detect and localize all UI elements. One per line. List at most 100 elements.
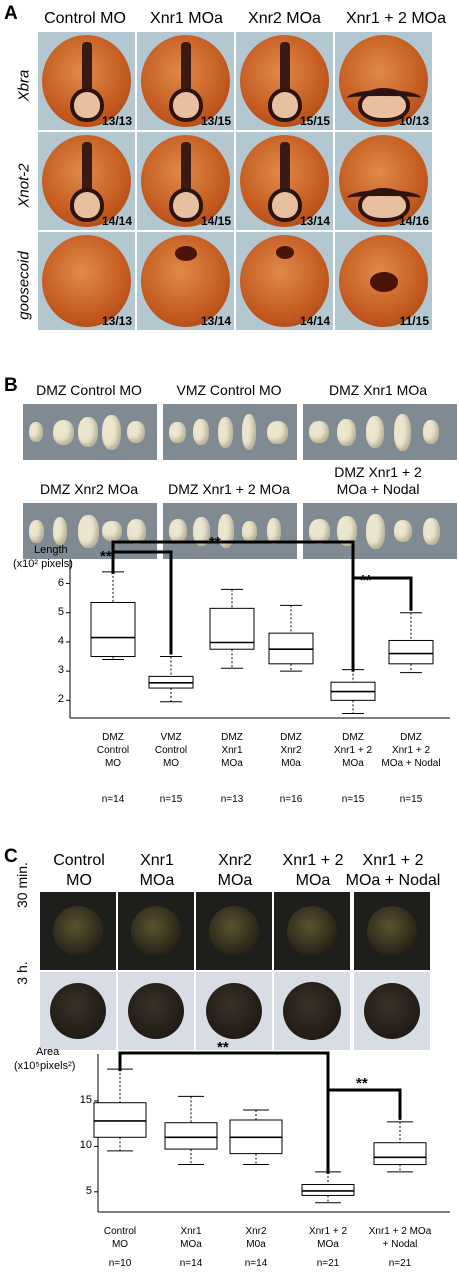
explant: [266, 420, 288, 444]
embryo-tile-r1-c3: 14/16: [335, 132, 432, 230]
box-5: [388, 612, 434, 674]
panel-b-label-dmz-xnr1: DMZ Xnr1 MOa: [328, 382, 427, 398]
embryo-tile-r2-c2: 14/14: [236, 232, 333, 330]
panel-b-ylabel: Length: [34, 544, 68, 556]
explant: [29, 422, 43, 442]
category-label: DMZ Xnr1 + 2 MOa: [333, 732, 373, 769]
explant-photo-3: [23, 503, 157, 559]
embryo-tile-r1-c2: 13/14: [236, 132, 333, 230]
category-label: DMZ Xnr2 M0a: [280, 732, 302, 769]
explant: [242, 520, 258, 542]
panel-c-header-1-line1: MOa: [139, 872, 175, 889]
panel-c-header-1-line0: Xnr1: [140, 852, 174, 869]
category-label: Xnr1 MOa: [180, 1226, 202, 1250]
explant: [365, 513, 385, 549]
panel-c-header-3-line0: Xnr1 + 2: [282, 852, 344, 869]
n-value: n=15: [399, 794, 423, 805]
y-tick-label: 15: [79, 1093, 92, 1106]
explant: [126, 421, 145, 443]
panel-c-photo-r1-c3: [274, 972, 350, 1050]
embryo-tile-r1-c0: 14/14: [38, 132, 135, 230]
panel-b-label-dmz-xnr12: DMZ Xnr1 + 2 MOa: [168, 481, 290, 497]
panel-c-header-2-line1: MOa: [217, 872, 253, 889]
panel-c-area-boxplot: [93, 1051, 450, 1213]
y-tick-label: 4: [57, 634, 64, 647]
n-value: n=21: [316, 1258, 340, 1269]
explant: [53, 517, 68, 545]
panel-b-significance-1: **: [100, 548, 112, 565]
explant: [337, 418, 357, 446]
explant: [102, 414, 122, 450]
embryo-ratio: 11/15: [399, 314, 429, 328]
category-label: Xnr1 + 2 MOa: [308, 1226, 348, 1250]
panel-b-significance-3: **: [360, 572, 372, 589]
panel-b-length-boxplot: [66, 540, 450, 719]
category-label: Control MO: [103, 1226, 137, 1250]
embryo-ratio: 15/15: [299, 114, 330, 128]
panel-a-header-xnr1: Xnr1 MOa: [150, 10, 223, 27]
explant: [169, 421, 186, 443]
explant-photo-1: [163, 404, 297, 460]
embryo-tile-r0-c0: 13/13: [38, 32, 135, 130]
box-3: [301, 1171, 355, 1204]
explant: [169, 519, 187, 543]
explant: [242, 414, 257, 450]
panel-c-header-0-line0: Control: [53, 852, 105, 869]
explant: [394, 413, 412, 451]
embryo-ratio: 13/13: [101, 114, 132, 128]
panel-c-photo-r0-c1: [118, 892, 194, 970]
panel-a-letter: A: [4, 3, 18, 24]
box-1: [164, 1095, 218, 1166]
n-value: n=13: [220, 794, 244, 805]
panel-c-significance-1: **: [217, 1039, 229, 1056]
panel-c-photo-r0-c3: [274, 892, 350, 970]
panel-b-label-dmz-control: DMZ Control MO: [36, 382, 142, 398]
panel-a-header-xnr12: Xnr1 + 2 MOa: [345, 10, 447, 27]
y-tick-label: 5: [85, 1184, 92, 1197]
box-2: [209, 588, 255, 669]
panel-a-header-xnr2: Xnr2 MOa: [248, 10, 321, 27]
explant: [193, 516, 211, 546]
panel-c-header-2-line0: Xnr2: [218, 852, 252, 869]
explant: [309, 518, 330, 544]
category-label: DMZ Xnr1 MOa: [221, 732, 243, 769]
box-0: [90, 571, 136, 660]
panel-b-label-dmz-xnr12-nodal-line2: MOa + Nodal: [336, 481, 420, 497]
embryo-ratio: 13/14: [299, 214, 330, 228]
explant: [422, 517, 440, 545]
explant: [266, 518, 281, 544]
panel-c-header-0-line1: MO: [66, 872, 92, 889]
explant-photo-0: [23, 404, 157, 460]
panel-c-row-label-30min: 30 min.: [14, 862, 30, 908]
panel-b-significance-2: **: [209, 534, 221, 551]
explant: [29, 519, 44, 543]
y-tick-label: 5: [57, 605, 64, 618]
embryo-ratio: 14/14: [299, 314, 330, 328]
explant: [193, 419, 210, 445]
panel-c-ylabel: Area: [36, 1046, 60, 1058]
explant-photo-2: [303, 404, 457, 460]
panel-b-label-dmz-xnr2: DMZ Xnr2 MOa: [39, 481, 138, 497]
embryo-tile-r2-c3: 11/15: [335, 232, 432, 330]
explant: [217, 416, 233, 448]
category-label: Xnr2 M0a: [245, 1226, 267, 1250]
box-2: [229, 1109, 283, 1166]
panel-a-row-label-goosecoid: goosecoid: [15, 251, 33, 320]
n-value: n=16: [279, 794, 303, 805]
panel-c-header-4-line0: Xnr1 + 2: [362, 852, 424, 869]
n-value: n=15: [159, 794, 183, 805]
embryo-ratio: 13/13: [101, 314, 132, 328]
embryo: [42, 235, 131, 327]
explant: [53, 419, 75, 445]
panel-c-header-4-line1: MOa + Nodal: [345, 872, 441, 889]
panel-c-photo-r0-c2: [196, 892, 272, 970]
panel-c-photo-r0-c0: [40, 892, 116, 970]
explant: [365, 416, 384, 448]
n-value: n=15: [341, 794, 365, 805]
explant: [309, 421, 329, 443]
significance-bracket: [326, 1088, 402, 1174]
explant-photo-5: [303, 503, 457, 559]
category-label: DMZ Control MO: [96, 732, 130, 769]
panel-c-header-3-line1: MOa: [295, 872, 331, 889]
panel-c-significance-2: **: [356, 1075, 368, 1092]
